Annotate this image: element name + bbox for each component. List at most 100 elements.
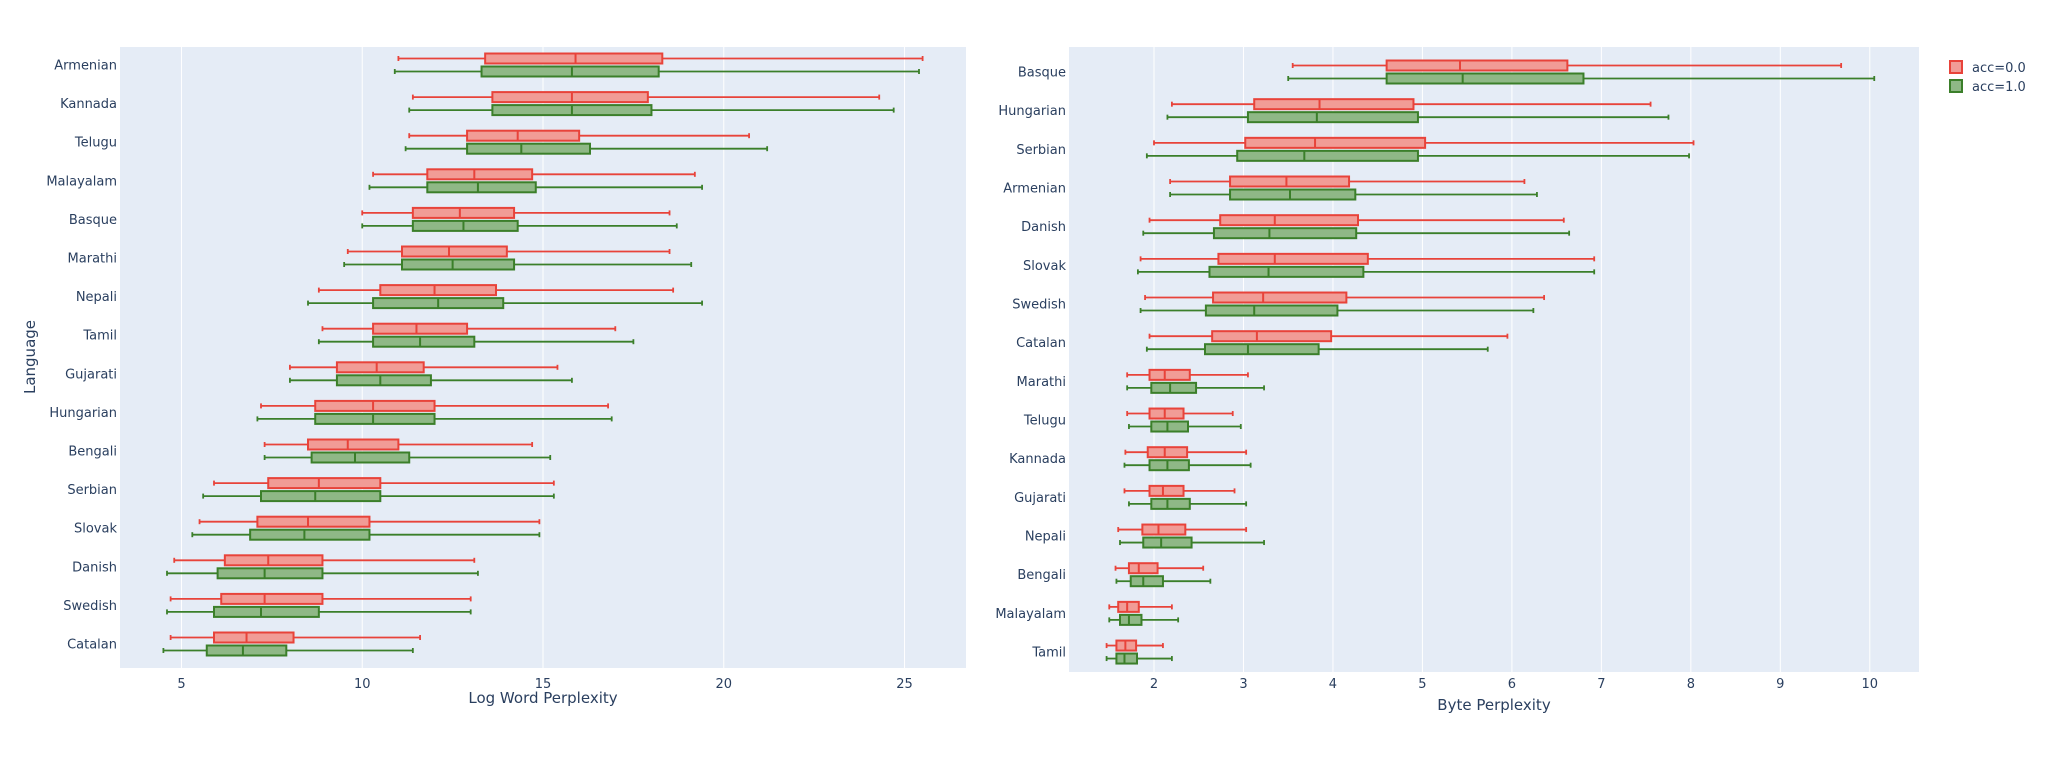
iqr-box — [1229, 175, 1351, 188]
box-kannada-acc-0-0 — [411, 91, 881, 104]
iqr-box — [1208, 265, 1365, 278]
right-plot-area — [1069, 47, 1919, 672]
iqr-box — [220, 592, 324, 605]
iqr-box — [1146, 446, 1189, 459]
category-label-hungarian: Hungarian — [49, 406, 117, 421]
x-tick-label: 3 — [1239, 677, 1247, 692]
category-label-armenian: Armenian — [54, 59, 117, 74]
legend-swatch-acc0 — [1949, 60, 1963, 74]
box-marathi-acc-1-0 — [343, 258, 693, 271]
box-nepali-acc-0-0 — [1117, 523, 1248, 536]
iqr-box — [310, 451, 411, 464]
box-bengali-acc-1-0 — [263, 451, 552, 464]
iqr-box — [372, 335, 476, 348]
left-x-axis-title: Log Word Perplexity — [468, 689, 617, 707]
iqr-box — [491, 91, 649, 104]
left-category-labels: Armenian Kannada Telugu Malayalam Basque Mara… — [46, 59, 117, 653]
box-hungarian-acc-0-0 — [260, 399, 609, 412]
box-marathi-acc-0-0 — [346, 245, 671, 258]
iqr-box — [216, 567, 324, 580]
iqr-box — [1141, 523, 1187, 536]
box-hungarian-acc-0-0 — [1170, 98, 1652, 111]
left-chart: 5 10 15 20 25 Armenian Kannada Telugu Malayalam… — [21, 47, 966, 707]
x-tick-label: 20 — [715, 677, 732, 692]
box-tamil-acc-0-0 — [1105, 639, 1164, 652]
x-tick-label: 10 — [1862, 677, 1879, 692]
box-swedish-acc-0-0 — [1144, 291, 1546, 304]
x-tick-label: 10 — [354, 677, 371, 692]
iqr-box — [307, 438, 400, 451]
iqr-box — [379, 284, 497, 297]
left-x-ticks: 5 10 15 20 25 — [177, 677, 912, 692]
box-swedish-acc-1-0 — [166, 605, 472, 618]
x-tick-label: 5 — [177, 677, 185, 692]
category-label-slovak: Slovak — [1023, 259, 1066, 274]
box-catalan-acc-0-0 — [169, 631, 421, 644]
iqr-box — [213, 631, 295, 644]
category-label-basque: Basque — [69, 213, 117, 228]
right-x-axis-title: Byte Perplexity — [1437, 696, 1551, 714]
category-label-catalan: Catalan — [67, 638, 117, 653]
box-malayalam-acc-1-0 — [368, 181, 703, 194]
iqr-box — [314, 399, 436, 412]
iqr-box — [411, 219, 519, 232]
iqr-box — [1142, 536, 1193, 549]
box-serbian-acc-0-0 — [213, 477, 555, 490]
category-label-danish: Danish — [72, 560, 117, 575]
box-danish-acc-1-0 — [166, 567, 479, 580]
category-label-serbian: Serbian — [1016, 143, 1066, 158]
box-armenian-acc-1-0 — [393, 65, 920, 78]
box-slovak-acc-1-0 — [191, 528, 541, 541]
x-tick-label: 7 — [1597, 677, 1605, 692]
box-slovak-acc-0-0 — [1139, 252, 1596, 265]
box-telugu-acc-0-0 — [1126, 407, 1234, 420]
iqr-box — [314, 412, 436, 425]
category-label-swedish: Swedish — [1012, 298, 1066, 313]
iqr-box — [466, 129, 581, 142]
right-boxes — [1105, 59, 1876, 665]
iqr-box — [1150, 381, 1198, 394]
category-label-bengali: Bengali — [68, 445, 117, 460]
box-tamil-acc-0-0 — [321, 322, 617, 335]
iqr-box — [484, 52, 664, 65]
box-basque-acc-1-0 — [361, 219, 678, 232]
iqr-box — [1115, 652, 1138, 665]
iqr-box — [1211, 330, 1333, 343]
box-gujarati-acc-0-0 — [1123, 484, 1236, 497]
box-malayalam-acc-0-0 — [1108, 600, 1173, 613]
box-kannada-acc-1-0 — [408, 104, 895, 117]
box-swedish-acc-1-0 — [1139, 304, 1535, 317]
iqr-box — [1127, 562, 1159, 575]
box-basque-acc-0-0 — [361, 206, 671, 219]
box-kannada-acc-0-0 — [1124, 446, 1248, 459]
category-label-basque: Basque — [1018, 66, 1066, 81]
box-armenian-acc-1-0 — [1169, 188, 1538, 201]
iqr-box — [1229, 188, 1357, 201]
box-catalan-acc-0-0 — [1148, 330, 1509, 343]
category-label-kannada: Kannada — [1009, 452, 1066, 467]
iqr-box — [1148, 368, 1191, 381]
box-bengali-acc-0-0 — [263, 438, 534, 451]
iqr-box — [1204, 304, 1339, 317]
box-kannada-acc-1-0 — [1123, 459, 1252, 472]
category-label-telugu: Telugu — [74, 136, 117, 151]
iqr-box — [267, 477, 382, 490]
iqr-box — [1236, 149, 1419, 162]
box-danish-acc-1-0 — [1142, 227, 1571, 240]
iqr-box — [213, 605, 320, 618]
category-label-gujarati: Gujarati — [65, 367, 117, 382]
iqr-box — [1253, 98, 1415, 111]
iqr-box — [1150, 420, 1190, 433]
category-label-malayalam: Malayalam — [46, 174, 117, 189]
x-tick-label: 6 — [1508, 677, 1516, 692]
category-label-hungarian: Hungarian — [998, 104, 1066, 119]
iqr-box — [1148, 407, 1185, 420]
iqr-box — [1212, 291, 1348, 304]
iqr-box — [1204, 343, 1320, 356]
iqr-box — [372, 322, 469, 335]
box-slovak-acc-1-0 — [1136, 265, 1596, 278]
box-tamil-acc-1-0 — [317, 335, 635, 348]
category-label-marathi: Marathi — [68, 252, 117, 267]
iqr-box — [1246, 111, 1419, 124]
